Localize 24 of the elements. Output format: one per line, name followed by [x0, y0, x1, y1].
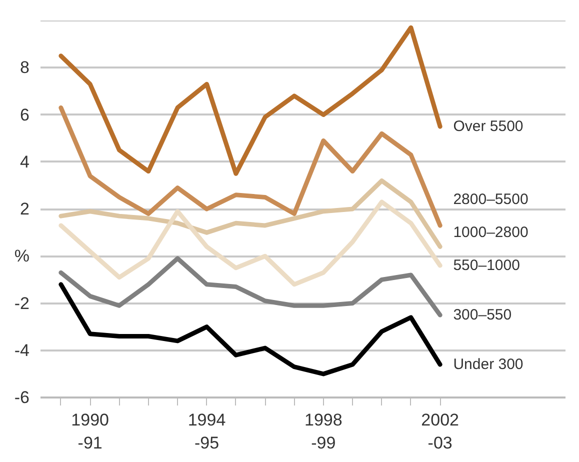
series-label: 300–550 [453, 306, 512, 324]
line-series [58, 200, 442, 287]
x-tick-label: 1994 -95 [188, 410, 226, 452]
line-series [58, 178, 442, 249]
x-tick-label: 1998 -99 [304, 410, 342, 452]
y-tick-label: -2 [14, 294, 30, 313]
y-tick-label: 2 [20, 200, 30, 218]
y-tick-label: 4 [20, 152, 30, 172]
y-tick-label: -4 [14, 340, 30, 360]
series-label: Under 300 [453, 356, 524, 374]
y-tick-label: % [14, 246, 30, 266]
line-series [58, 25, 442, 176]
y-tick-label: -6 [14, 388, 30, 407]
series-label: Over 5500 [453, 118, 524, 136]
y-tick-label: 8 [20, 58, 30, 78]
series-label: 2800–5500 [453, 191, 528, 208]
series-label: 550–1000 [453, 257, 520, 274]
y-tick-label: 6 [20, 105, 30, 124]
x-tick-label: 2002 -03 [421, 410, 459, 452]
x-tick-label: 1990 -91 [71, 410, 109, 452]
series-label: 1000–2800 [453, 224, 528, 242]
line-series [58, 282, 442, 376]
line-series [58, 256, 442, 318]
line-series [58, 105, 442, 228]
